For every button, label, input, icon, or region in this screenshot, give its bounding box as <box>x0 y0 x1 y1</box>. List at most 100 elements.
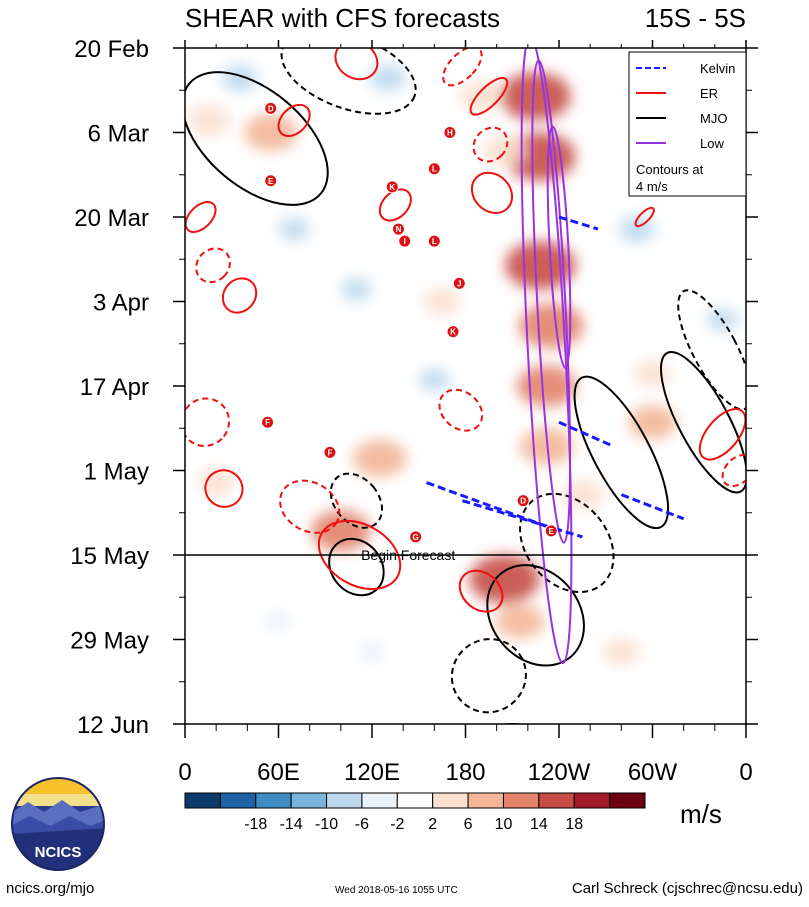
anomaly-blob-19 <box>185 627 217 652</box>
anomaly-blob-25 <box>278 217 310 241</box>
mjo-contour-7 <box>450 638 527 714</box>
x-tick-label-6: 0 <box>739 759 752 786</box>
storm-icon <box>427 234 441 248</box>
anomaly-blob-8 <box>243 113 298 152</box>
storm-marker-2: H <box>443 126 457 139</box>
colorbar-swatch-3 <box>290 792 328 809</box>
colorbar-label-6: 6 <box>464 816 473 833</box>
axes: 0 60E 120E 180 120W 60W 0 20 Feb 6 Mar 20 Mar 3 Ap… <box>70 36 758 786</box>
chart-title: SHEAR with CFS forecasts <box>185 3 500 33</box>
colorbar-swatch-8 <box>467 792 504 809</box>
storm-icon <box>446 325 460 339</box>
anomaly-blob-30 <box>221 64 258 92</box>
low-contour-31 <box>531 59 572 544</box>
storm-icon <box>264 101 278 115</box>
er-contour-27 <box>458 569 504 613</box>
legend-note-line1: Contours at <box>636 162 704 177</box>
storm-label: D <box>268 104 274 113</box>
mjo-contour-2 <box>573 375 670 530</box>
colorbar-label-4: -2 <box>390 816 404 833</box>
storm-icon <box>385 180 399 194</box>
colorbar-label-7: 10 <box>495 816 513 833</box>
colorbar-swatch-10 <box>538 792 575 809</box>
storm-icon <box>409 530 423 544</box>
x-tick-label-3: 180 <box>445 759 485 786</box>
storm-marker-10: F <box>261 415 275 429</box>
colorbar-label-0: -18 <box>244 816 267 833</box>
storm-marker-13: E <box>544 524 558 538</box>
kelvin-line-1 <box>461 499 583 539</box>
mjo-contour-10 <box>498 723 526 724</box>
colorbar-label-3: -6 <box>355 816 369 833</box>
legend-note-line2: 4 m/s <box>636 179 668 194</box>
er-contour-14 <box>204 469 244 508</box>
colorbar-swatch-4 <box>326 792 363 809</box>
er-contour-18 <box>277 103 311 137</box>
y-tick-label-6: 15 May <box>70 543 149 570</box>
storm-label: N <box>396 225 402 234</box>
storm-label: D <box>520 497 526 506</box>
anomaly-blob-21 <box>231 247 263 271</box>
storm-marker-12: D <box>516 494 530 508</box>
storm-label: I <box>404 237 406 246</box>
mjo-contour-3 <box>660 350 746 494</box>
kelvin-line-4 <box>558 215 599 231</box>
storm-label: G <box>413 533 419 542</box>
y-tick-label-0: 20 Feb <box>74 36 149 63</box>
chart-subtitle: 15S - 5S <box>645 3 746 33</box>
er-contour-17 <box>185 201 217 233</box>
storm-label: E <box>268 177 274 186</box>
storm-marker-4: K <box>385 180 399 194</box>
y-tick-label-8: 12 Jun <box>77 712 149 739</box>
er-contour-15 <box>221 277 258 314</box>
storm-marker-0: D <box>264 101 278 115</box>
y-tick-label-2: 20 Mar <box>74 205 149 232</box>
storm-icon <box>323 445 337 459</box>
anomaly-blob-12 <box>469 554 540 604</box>
storm-icon <box>452 276 466 290</box>
storm-icon <box>544 524 558 538</box>
kelvin-line-2 <box>558 420 615 448</box>
er-contour-29 <box>634 206 655 228</box>
colorbar-label-2: -10 <box>315 816 338 833</box>
anomaly-blob-29 <box>265 611 292 632</box>
storm-label: J <box>457 279 461 288</box>
er-contour-19 <box>334 48 379 81</box>
storm-marker-3: L <box>427 162 441 176</box>
colorbar-swatch-2 <box>255 792 292 809</box>
storm-label: F <box>327 448 332 457</box>
low-contour-30 <box>520 48 573 665</box>
colorbar-label-8: 14 <box>530 816 548 833</box>
storm-icon <box>261 415 275 429</box>
er-contour-13 <box>185 397 231 447</box>
er-contour-21 <box>469 76 509 116</box>
website-link[interactable]: ncics.org/mjo <box>6 880 95 897</box>
storm-marker-1: E <box>264 174 278 188</box>
storm-marker-14: G <box>409 530 423 544</box>
anomaly-blob-28 <box>359 641 385 662</box>
storm-marker-5: N <box>391 222 405 236</box>
colorbar-swatch-6 <box>396 792 434 809</box>
storm-icon <box>427 162 441 176</box>
colorbar-swatch-11 <box>573 792 611 809</box>
legend-kelvin-label: Kelvin <box>700 61 735 76</box>
colorbar-swatch-0 <box>184 792 221 809</box>
anomaly-blob-16 <box>423 288 461 315</box>
x-tick-label-0: 0 <box>178 759 191 786</box>
storm-label: K <box>450 328 456 337</box>
x-tick-label-1: 60E <box>257 759 300 786</box>
storm-label: K <box>389 183 395 192</box>
colorbar-swatch-9 <box>502 792 540 809</box>
anomaly-blob-23 <box>340 277 373 302</box>
er-contour-26 <box>721 453 746 488</box>
ncics-logo: NCICS <box>10 776 106 872</box>
colorbar-label-9: 18 <box>565 816 583 833</box>
anomaly-blob-11 <box>352 439 407 478</box>
y-tick-label-4: 17 Apr <box>80 374 149 401</box>
x-tick-label-2: 120E <box>344 759 400 786</box>
anomaly-blob-18 <box>602 638 640 665</box>
author-credit: Carl Schreck (cjschrec@ncsu.edu) <box>571 880 803 897</box>
storm-marker-6: I <box>398 234 412 248</box>
er-contour-22 <box>472 126 509 163</box>
anomaly-blob-13 <box>496 604 545 639</box>
